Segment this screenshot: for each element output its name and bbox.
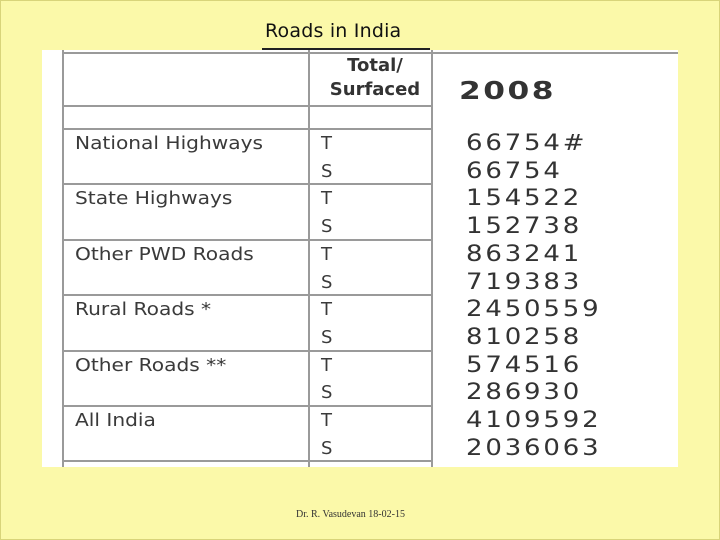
row-type-code: S	[321, 160, 333, 182]
row-type-code: T	[321, 410, 332, 431]
table-left-border	[62, 50, 64, 467]
group-divider-line	[62, 460, 433, 463]
row-type-code: T	[321, 243, 332, 265]
row-road-length-value: 4109592	[466, 408, 602, 433]
table-top-border	[62, 52, 678, 54]
row-category-label: State Highways	[75, 188, 233, 210]
header-bottom-line	[62, 105, 433, 107]
row-type-code: T	[321, 133, 332, 154]
column-divider-type	[431, 50, 433, 467]
row-road-length-value: 810258	[466, 324, 583, 350]
header-year-label: 2008	[459, 76, 556, 105]
group-divider-line	[62, 238, 433, 241]
group-divider-line	[62, 294, 433, 297]
column-divider-category	[308, 50, 310, 467]
row-type-code: S	[321, 216, 333, 238]
row-road-length-value: 574516	[466, 352, 583, 378]
row-road-length-value: 286930	[466, 380, 583, 406]
row-type-code: S	[321, 271, 333, 293]
group-divider-line	[62, 183, 433, 186]
group-divider-line	[62, 405, 433, 407]
row-category-label: All India	[75, 410, 156, 431]
header-surfaced-label: Surfaced	[329, 79, 421, 100]
row-road-length-value: 66754#	[466, 131, 588, 156]
row-type-code: T	[321, 299, 332, 321]
group-divider-line	[62, 349, 433, 352]
row-road-length-value: 863241	[466, 241, 583, 267]
row-road-length-value: 2036063	[466, 435, 602, 461]
slide-footer: Dr. R. Vasudevan 18-02-15	[296, 509, 405, 520]
title-underline	[262, 48, 430, 50]
row-road-length-value: 66754	[466, 158, 563, 184]
roads-table: Total/ Surfaced 2008 National Highways T 6…	[42, 50, 678, 467]
row-type-code: S	[321, 382, 333, 404]
row-type-code: T	[321, 354, 332, 376]
row-type-code: S	[321, 437, 333, 459]
row-category-label: Other Roads **	[75, 354, 227, 376]
row-type-code: S	[321, 326, 333, 348]
row-road-length-value: 2450559	[466, 297, 602, 323]
row-road-length-value: 152738	[466, 214, 583, 240]
row-category-label: Rural Roads *	[75, 299, 212, 321]
body-top-line	[62, 128, 433, 130]
row-category-label: National Highways	[75, 133, 264, 154]
row-type-code: T	[321, 188, 332, 210]
header-total-label: Total/	[347, 55, 403, 76]
row-road-length-value: 154522	[466, 186, 583, 212]
slide-title: Roads in India	[265, 20, 402, 42]
row-category-label: Other PWD Roads	[75, 243, 254, 265]
row-road-length-value: 719383	[466, 269, 583, 295]
